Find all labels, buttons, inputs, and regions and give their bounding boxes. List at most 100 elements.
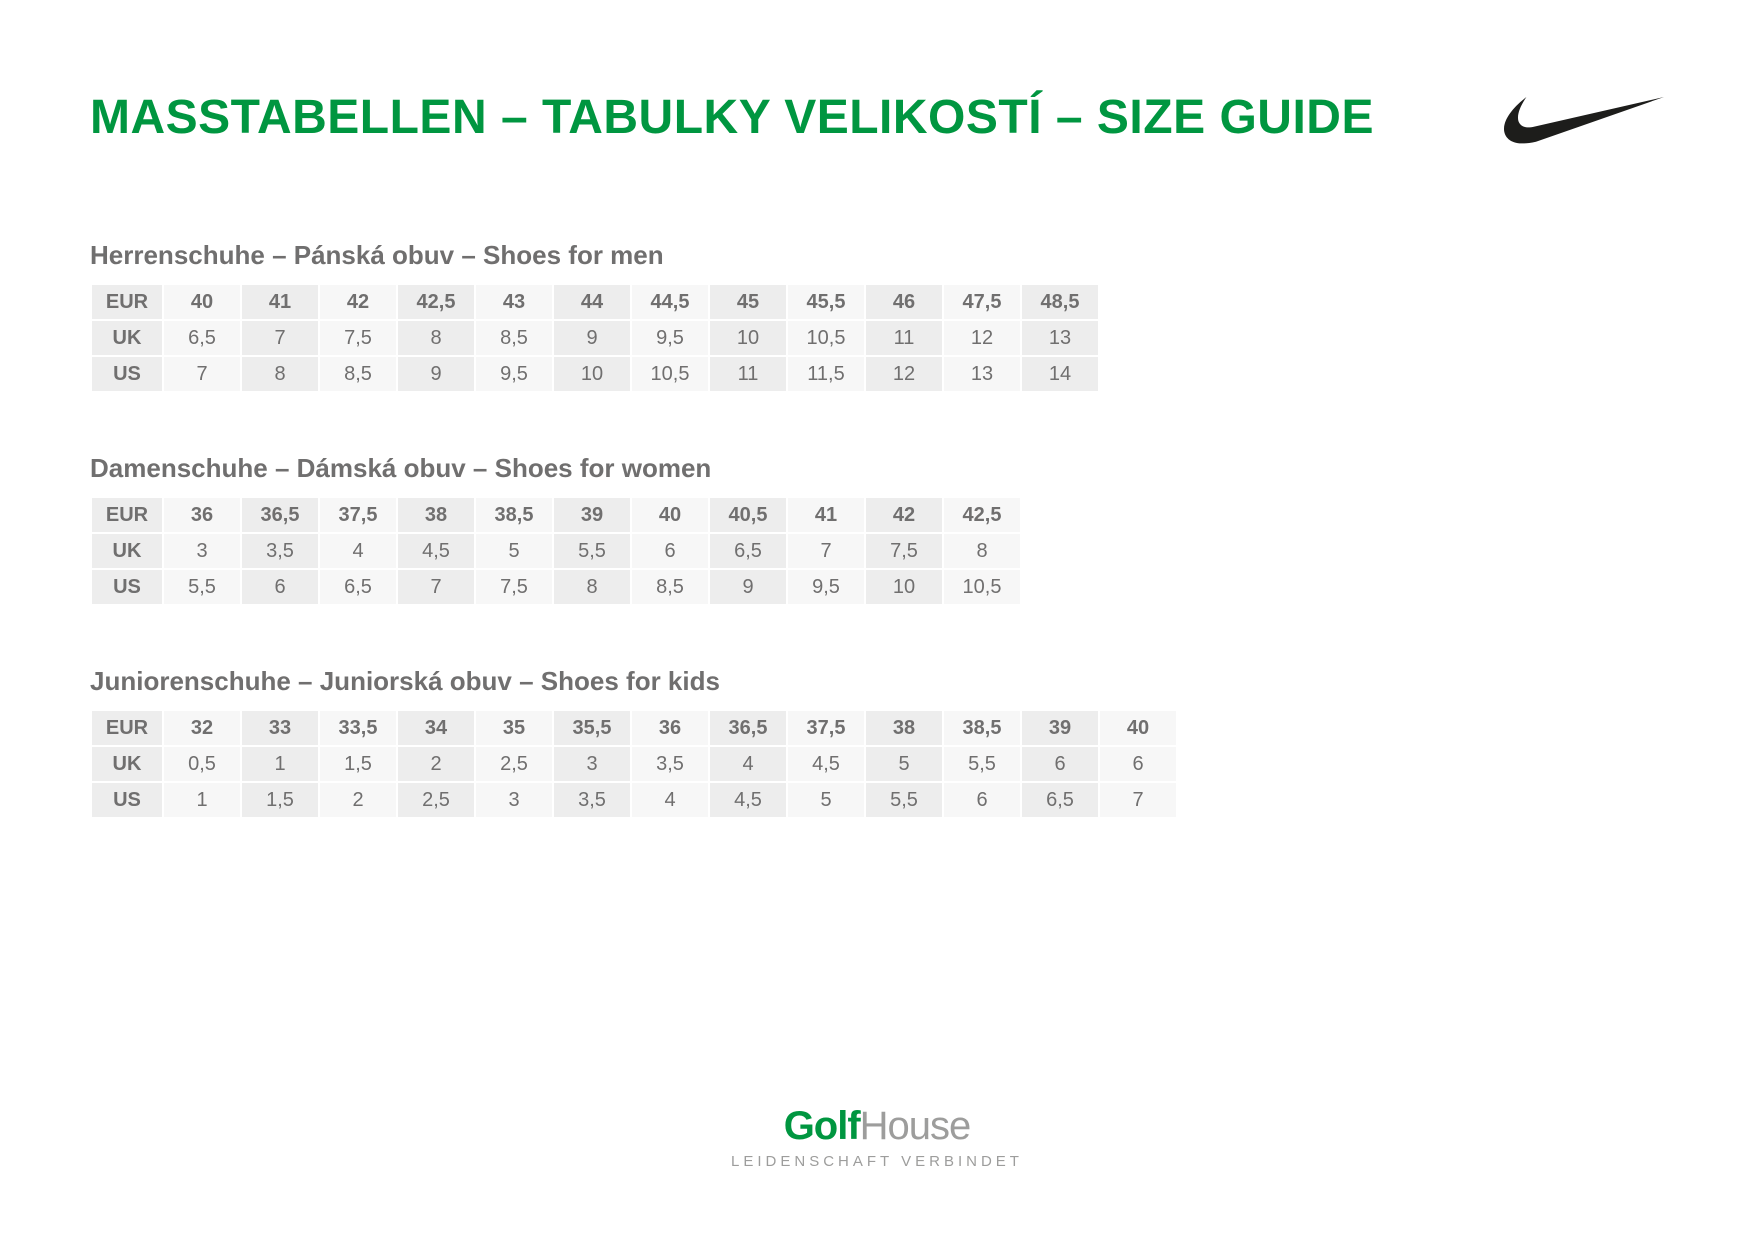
- table-row: UK6,577,588,599,51010,5111213: [92, 321, 1098, 355]
- size-cell: 6,5: [320, 570, 396, 604]
- size-cell: 4,5: [398, 534, 474, 568]
- size-cell: 40: [1100, 711, 1176, 745]
- size-cell: 11,5: [788, 357, 864, 391]
- row-label: EUR: [92, 711, 162, 745]
- size-table-section: Herrenschuhe – Pánská obuv – Shoes for m…: [90, 240, 1664, 393]
- size-cell: 10: [710, 321, 786, 355]
- size-cell: 3: [554, 747, 630, 781]
- size-cell: 5,5: [866, 783, 942, 817]
- size-cell: 6: [632, 534, 708, 568]
- size-cell: 2: [320, 783, 396, 817]
- size-cell: 5: [476, 534, 552, 568]
- table-row: EUR40414242,5434444,54545,54647,548,5: [92, 285, 1098, 319]
- size-cell: 10,5: [944, 570, 1020, 604]
- size-cell: 43: [476, 285, 552, 319]
- row-label: US: [92, 570, 162, 604]
- size-cell: 37,5: [320, 498, 396, 532]
- size-cell: 10,5: [632, 357, 708, 391]
- size-cell: 1: [242, 747, 318, 781]
- size-cell: 13: [944, 357, 1020, 391]
- size-cell: 2: [398, 747, 474, 781]
- size-cell: 45,5: [788, 285, 864, 319]
- size-cell: 38,5: [944, 711, 1020, 745]
- size-cell: 1,5: [320, 747, 396, 781]
- footer-brand-bold: Golf: [784, 1104, 860, 1148]
- size-cell: 35,5: [554, 711, 630, 745]
- table-row: EUR323333,5343535,53636,537,53838,53940: [92, 711, 1176, 745]
- row-label: EUR: [92, 285, 162, 319]
- size-cell: 44: [554, 285, 630, 319]
- size-cell: 40: [632, 498, 708, 532]
- size-cell: 9: [710, 570, 786, 604]
- size-cell: 8,5: [476, 321, 552, 355]
- size-cell: 38: [866, 711, 942, 745]
- row-label: UK: [92, 321, 162, 355]
- row-label: UK: [92, 534, 162, 568]
- size-cell: 39: [1022, 711, 1098, 745]
- size-cell: 10,5: [788, 321, 864, 355]
- size-cell: 6,5: [164, 321, 240, 355]
- page-title: MASSTABELLEN – TABULKY VELIKOSTÍ – SIZE …: [90, 90, 1374, 145]
- nike-swoosh-icon: [1504, 95, 1664, 160]
- size-cell: 36,5: [710, 711, 786, 745]
- size-cell: 8: [398, 321, 474, 355]
- size-cell: 10: [866, 570, 942, 604]
- section-title: Damenschuhe – Dámská obuv – Shoes for wo…: [90, 453, 1664, 484]
- size-cell: 4,5: [788, 747, 864, 781]
- size-cell: 38: [398, 498, 474, 532]
- size-cell: 6: [242, 570, 318, 604]
- size-cell: 8: [944, 534, 1020, 568]
- size-cell: 48,5: [1022, 285, 1098, 319]
- size-table: EUR40414242,5434444,54545,54647,548,5UK6…: [90, 283, 1100, 393]
- size-cell: 2,5: [476, 747, 552, 781]
- size-cell: 33,5: [320, 711, 396, 745]
- size-cell: 41: [242, 285, 318, 319]
- size-cell: 42: [866, 498, 942, 532]
- page-header: MASSTABELLEN – TABULKY VELIKOSTÍ – SIZE …: [90, 90, 1664, 160]
- table-row: US788,599,51010,51111,5121314: [92, 357, 1098, 391]
- size-cell: 8,5: [320, 357, 396, 391]
- size-cell: 7: [788, 534, 864, 568]
- size-cell: 46: [866, 285, 942, 319]
- size-cell: 45: [710, 285, 786, 319]
- size-cell: 9,5: [632, 321, 708, 355]
- size-cell: 4: [632, 783, 708, 817]
- size-cell: 7,5: [866, 534, 942, 568]
- size-cell: 3,5: [632, 747, 708, 781]
- size-cell: 7: [242, 321, 318, 355]
- size-cell: 8: [554, 570, 630, 604]
- size-cell: 6: [1022, 747, 1098, 781]
- size-cell: 6: [1100, 747, 1176, 781]
- section-title: Juniorenschuhe – Juniorská obuv – Shoes …: [90, 666, 1664, 697]
- size-cell: 47,5: [944, 285, 1020, 319]
- size-cell: 36: [632, 711, 708, 745]
- size-cell: 3: [164, 534, 240, 568]
- table-row: US5,566,577,588,599,51010,5: [92, 570, 1020, 604]
- size-cell: 3: [476, 783, 552, 817]
- size-cell: 44,5: [632, 285, 708, 319]
- size-cell: 41: [788, 498, 864, 532]
- row-label: EUR: [92, 498, 162, 532]
- size-cell: 8,5: [632, 570, 708, 604]
- size-table: EUR323333,5343535,53636,537,53838,53940U…: [90, 709, 1178, 819]
- size-table-section: Damenschuhe – Dámská obuv – Shoes for wo…: [90, 453, 1664, 606]
- size-cell: 9,5: [476, 357, 552, 391]
- size-cell: 8: [242, 357, 318, 391]
- size-cell: 34: [398, 711, 474, 745]
- size-cell: 36: [164, 498, 240, 532]
- size-cell: 11: [710, 357, 786, 391]
- size-cell: 3,5: [554, 783, 630, 817]
- row-label: US: [92, 357, 162, 391]
- size-table-section: Juniorenschuhe – Juniorská obuv – Shoes …: [90, 666, 1664, 819]
- size-cell: 1,5: [242, 783, 318, 817]
- size-cell: 39: [554, 498, 630, 532]
- row-label: UK: [92, 747, 162, 781]
- size-cell: 6,5: [710, 534, 786, 568]
- footer: GolfHouse LEIDENSCHAFT VERBINDET: [0, 1104, 1754, 1170]
- size-cell: 5,5: [164, 570, 240, 604]
- size-cell: 12: [866, 357, 942, 391]
- section-title: Herrenschuhe – Pánská obuv – Shoes for m…: [90, 240, 1664, 271]
- size-cell: 7,5: [476, 570, 552, 604]
- size-cell: 7: [398, 570, 474, 604]
- size-cell: 10: [554, 357, 630, 391]
